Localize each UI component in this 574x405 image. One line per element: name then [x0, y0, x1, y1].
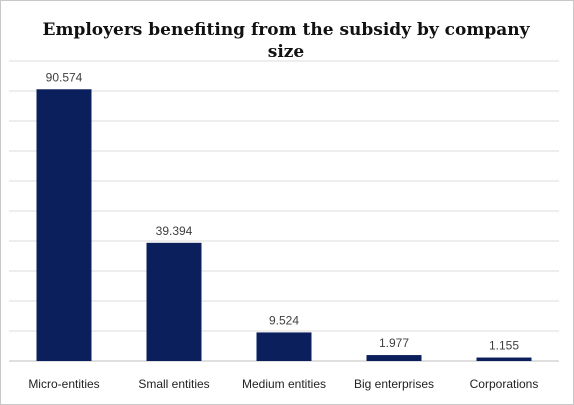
data-label: 90.574 — [46, 70, 83, 84]
data-label: 1.155 — [489, 339, 519, 353]
x-tick-label: Micro-entities — [28, 377, 99, 391]
x-tick-label: Small entities — [138, 377, 209, 391]
chart-title: Employers benefiting from the subsidy by… — [42, 20, 530, 62]
bar-big-enterprises — [366, 355, 422, 361]
bar-micro-entities — [36, 89, 92, 361]
bar-medium-entities — [256, 332, 312, 361]
x-tick-label: Corporations — [470, 377, 539, 391]
data-label: 1.977 — [379, 336, 409, 350]
x-tick-label: Medium entities — [242, 377, 326, 391]
bars-group — [36, 89, 532, 361]
data-label: 39.394 — [156, 224, 193, 238]
data-label: 9.524 — [269, 313, 299, 327]
bar-small-entities — [146, 242, 202, 361]
data-labels-group: 90.574 39.394 9.524 1.977 1.155 — [46, 70, 520, 352]
gridlines — [9, 60, 559, 362]
bar-corporations — [476, 357, 532, 361]
x-tick-label: Big enterprises — [354, 377, 434, 391]
x-axis-labels: Micro-entities Small entities Medium entit… — [28, 377, 538, 391]
